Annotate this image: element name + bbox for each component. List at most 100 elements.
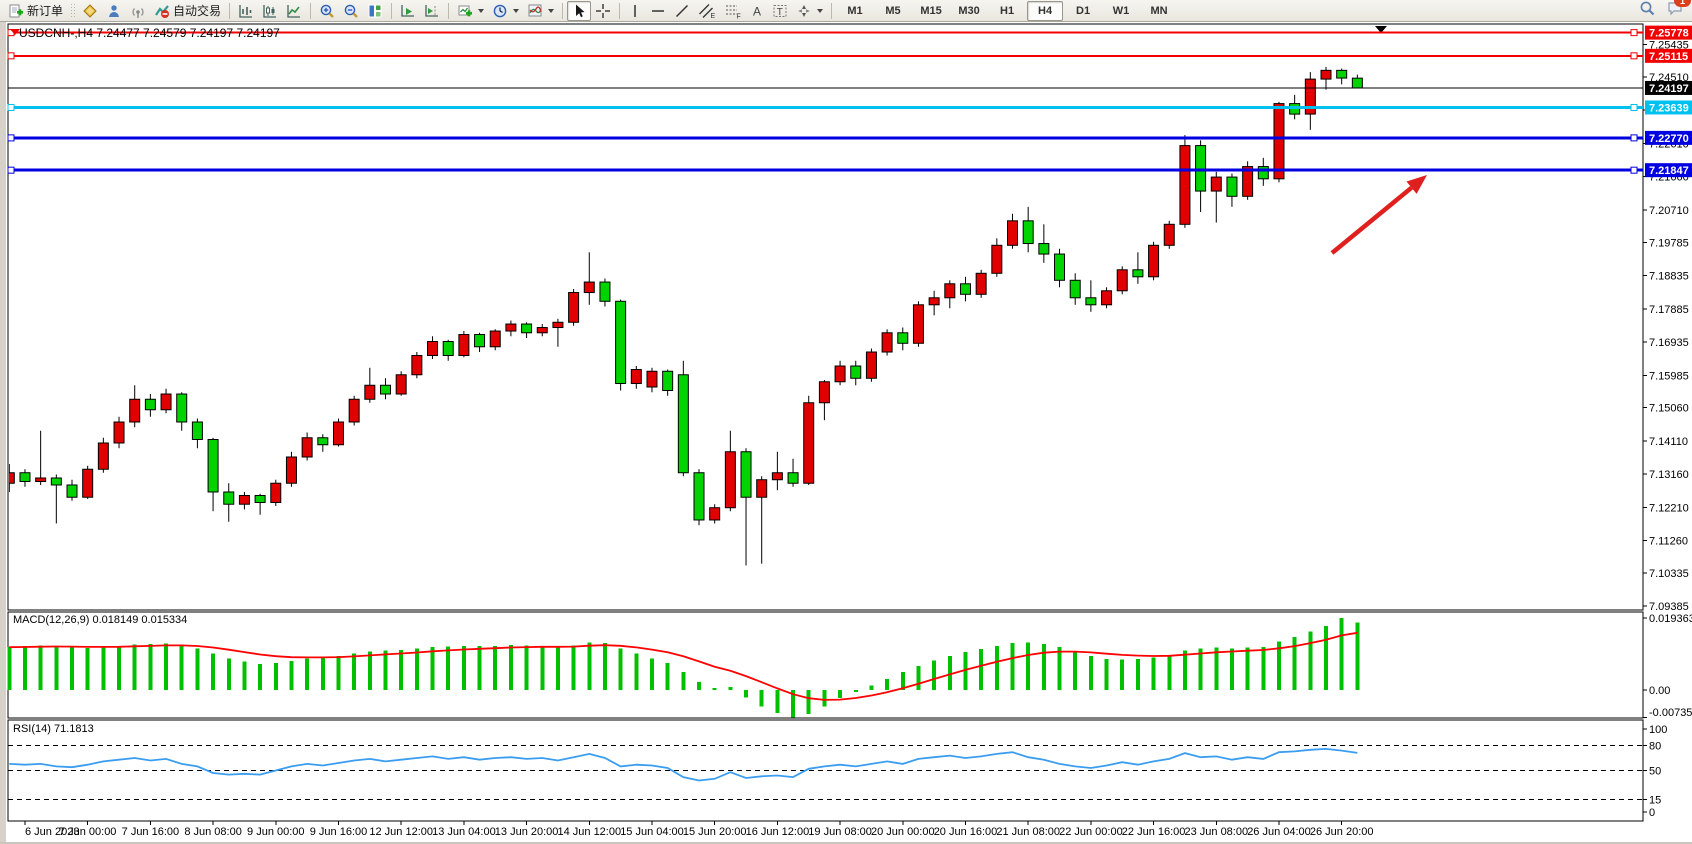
mql5-community-button[interactable] [102, 1, 126, 21]
chart-shift-button[interactable] [420, 1, 444, 21]
bear-candle [1054, 253, 1066, 281]
cursor-button[interactable] [567, 0, 592, 21]
new-chart-dropdown[interactable] [453, 1, 488, 21]
timeframe-button-d1[interactable]: D1 [1076, 4, 1091, 17]
macd-histogram-bar [148, 643, 153, 690]
macd-histogram-bar [791, 690, 796, 718]
bear-candle [1226, 176, 1238, 197]
macd-histogram-bar [7, 647, 12, 690]
horizontal-level-lines[interactable] [7, 29, 1643, 174]
bull-candle [1101, 290, 1113, 306]
auto-scroll-button[interactable] [396, 1, 420, 21]
bull-candle [9, 472, 15, 484]
line-handle [7, 52, 15, 60]
trend-arrow-annotation[interactable] [1330, 175, 1427, 255]
svg-text:7.22770: 7.22770 [1649, 133, 1689, 145]
channel-icon: E [698, 3, 716, 19]
bar-chart-button[interactable] [234, 1, 258, 21]
tile-windows-button[interactable] [363, 1, 387, 21]
macd-histogram-bar [54, 645, 59, 690]
chevron-down-icon [817, 8, 824, 13]
indicators-icon [527, 3, 543, 19]
bull-candle [364, 384, 376, 400]
timeframe-button-m30[interactable]: M30 [958, 4, 980, 17]
macd-histogram-bar [477, 646, 482, 690]
zoom-in-button[interactable] [315, 1, 339, 21]
price-tick-label: 7.15985 [1649, 370, 1689, 382]
price-tag: 7.25115 [1645, 48, 1692, 63]
notifications-button[interactable]: 1 [1666, 0, 1691, 22]
mql5-market-button[interactable] [78, 1, 102, 21]
macd-histogram-bar [1261, 646, 1266, 690]
bear-candle [380, 384, 391, 395]
macd-histogram-bar [649, 658, 654, 690]
fibonacci-button[interactable]: F [720, 1, 746, 21]
toolbar-separator [310, 2, 312, 19]
macd-histogram-bar [508, 645, 513, 690]
macd-axis-label: 0.00 [1649, 685, 1670, 697]
time-tick-label: 13 Jun 20:00 [495, 826, 559, 838]
text-button[interactable]: A [746, 1, 768, 21]
time-tick-label: 22 Jun 00:00 [1059, 826, 1123, 838]
toolbar-grip [70, 2, 76, 19]
bull-candle [489, 330, 501, 348]
bear-candle [474, 334, 486, 348]
macd-histogram-bar [101, 647, 106, 690]
antenna-icon [130, 3, 146, 19]
bear-candle [1336, 69, 1348, 79]
toolbar-separator [831, 2, 833, 19]
toolbar-separator [562, 2, 564, 19]
time-tick-label: 12 Jun 12:00 [369, 826, 433, 838]
bull-candle [771, 472, 783, 481]
bull-candle [97, 442, 109, 470]
rsi-axis-label: 100 [1649, 724, 1667, 736]
macd-histogram-bar [1276, 641, 1281, 690]
timeframe-button-w1[interactable]: W1 [1112, 4, 1130, 17]
bull-candle [270, 482, 282, 503]
candlestick-icon [262, 3, 278, 19]
timeframe-button-h4[interactable]: H4 [1027, 0, 1064, 21]
arrows-dropdown[interactable] [792, 1, 827, 21]
vertical-line-button[interactable] [624, 1, 646, 21]
equidistant-channel-button[interactable]: E [694, 1, 720, 21]
timeframe-button-m5[interactable]: M5 [885, 4, 901, 17]
periods-dropdown[interactable] [488, 1, 523, 21]
zoom-out-button[interactable] [339, 1, 363, 21]
text-label-button[interactable]: T [768, 1, 792, 21]
time-tick-label: 15 Jun 20:00 [683, 826, 747, 838]
macd-histogram-bar [1041, 643, 1046, 690]
new-order-button[interactable]: 新订单 [4, 1, 67, 21]
autotrading-button[interactable]: 自动交易 [150, 1, 225, 21]
timeframe-button-m15[interactable]: M15 [920, 4, 942, 17]
crosshair-button[interactable] [591, 1, 615, 21]
search-icon[interactable] [1639, 0, 1656, 22]
macd-axis-label: -0.007358 [1649, 707, 1692, 719]
clock-icon [492, 3, 508, 19]
line-chart-button[interactable] [282, 1, 306, 21]
gem-icon [82, 3, 98, 19]
arrows-icon [796, 3, 812, 19]
indicators-dropdown[interactable] [523, 1, 558, 21]
candlestick-chart-button[interactable] [258, 1, 282, 21]
macd-histogram-bar [179, 645, 184, 690]
trendline-button[interactable] [670, 1, 694, 21]
signals-button[interactable] [126, 1, 150, 21]
macd-histogram-bar [963, 652, 968, 690]
macd-histogram-bar [1308, 631, 1313, 690]
bull-candle [301, 437, 313, 458]
bear-candle [787, 472, 799, 484]
time-tick-label: 21 Jun 08:00 [996, 826, 1060, 838]
macd-histogram-bar [524, 645, 529, 690]
price-tag: 7.25778 [1645, 25, 1692, 40]
price-tick-label: 7.13160 [1649, 469, 1689, 481]
timeframe-button-m1[interactable]: M1 [847, 4, 863, 17]
horizontal-line-button[interactable] [646, 1, 670, 21]
candlesticks [9, 66, 1363, 566]
timeframe-button-h1[interactable]: H1 [1000, 4, 1015, 17]
chart-shift-marker[interactable] [1375, 26, 1387, 33]
timeframe-button-mn[interactable]: MN [1150, 4, 1168, 17]
bull-candle [1320, 69, 1332, 80]
new-order-icon [8, 3, 24, 19]
